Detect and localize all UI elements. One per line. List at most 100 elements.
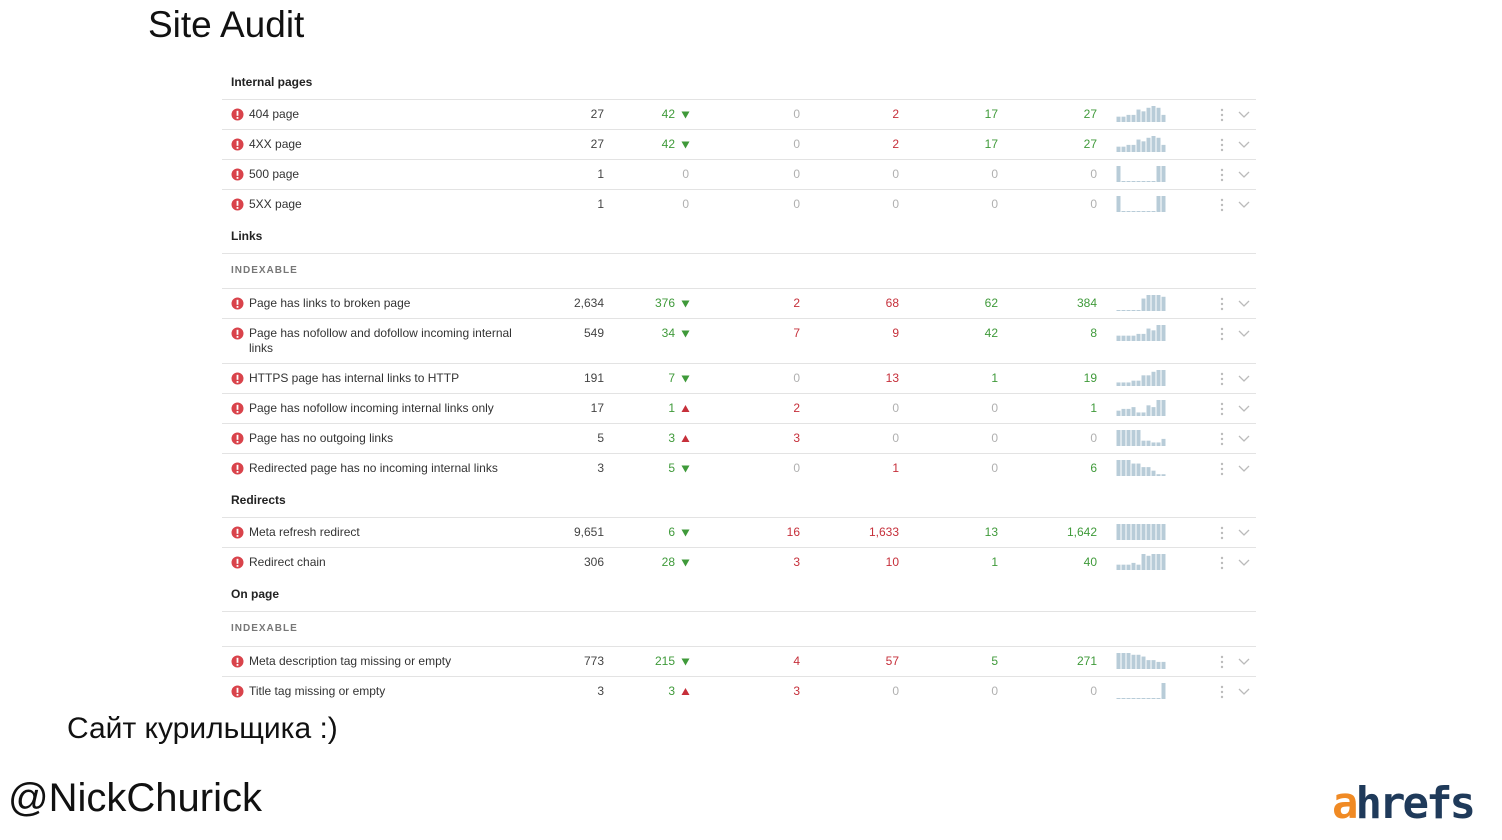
row-expand[interactable] xyxy=(1238,656,1250,666)
spark-bar xyxy=(1156,295,1161,311)
divider xyxy=(222,517,1256,518)
spark-bar xyxy=(1146,328,1151,341)
cell-value: 0 xyxy=(1090,167,1097,181)
spark-bar xyxy=(1156,400,1161,416)
spark-bar xyxy=(1121,430,1126,446)
spark-bar xyxy=(1121,460,1126,476)
trend-arrow xyxy=(681,141,690,149)
spark-bar xyxy=(1146,555,1151,570)
trend-arrow xyxy=(681,688,690,695)
error-bang xyxy=(236,170,239,176)
menu-dot xyxy=(1220,442,1224,446)
error-icon xyxy=(231,297,244,310)
spark-bar xyxy=(1146,211,1151,212)
row-expand[interactable] xyxy=(1238,557,1250,567)
cell-value: 13 xyxy=(984,525,998,539)
menu-dot xyxy=(1220,113,1224,117)
spark-bar xyxy=(1151,106,1156,122)
row-divider xyxy=(222,318,1256,319)
cell-value: 3 xyxy=(597,684,604,698)
row-expand[interactable] xyxy=(1238,403,1250,413)
error-icon xyxy=(231,402,244,415)
cell-value: 27 xyxy=(590,107,604,121)
row-divider xyxy=(222,676,1256,677)
menu-dot xyxy=(1220,467,1224,471)
row-expand[interactable] xyxy=(1238,199,1250,209)
menu-dot xyxy=(1220,462,1224,466)
cell-value: 19 xyxy=(1083,371,1097,385)
divider xyxy=(222,253,1256,254)
spark-bar xyxy=(1146,107,1151,122)
cell-value: 3 xyxy=(668,431,675,445)
subsection-heading: INDEXABLE xyxy=(231,265,298,276)
row-expand[interactable] xyxy=(1238,139,1250,149)
spark-bar xyxy=(1151,330,1156,341)
trend-arrow xyxy=(681,300,690,308)
spark-bar xyxy=(1126,430,1131,446)
row-expand[interactable] xyxy=(1238,373,1250,383)
row-expand[interactable] xyxy=(1238,686,1250,696)
spark-bar xyxy=(1146,467,1151,476)
row-expand[interactable] xyxy=(1238,463,1250,473)
row-expand[interactable] xyxy=(1238,169,1250,179)
cell-value: 27 xyxy=(590,137,604,151)
spark-bar xyxy=(1116,166,1121,182)
issue-label: Title tag missing or empty xyxy=(249,684,386,698)
trend-up xyxy=(681,405,690,412)
spark-bar xyxy=(1136,139,1141,152)
spark-bar xyxy=(1131,181,1136,182)
spark-bar xyxy=(1161,325,1166,341)
sparkline xyxy=(1116,653,1166,669)
spark-bar xyxy=(1146,660,1151,669)
spark-bar xyxy=(1146,137,1151,152)
cell-value: 1 xyxy=(991,371,998,385)
spark-bar xyxy=(1126,408,1131,416)
spark-bar xyxy=(1121,653,1126,669)
spark-bar xyxy=(1141,298,1146,311)
spark-bar xyxy=(1131,698,1136,699)
row-menu xyxy=(1220,556,1224,570)
spark-bar xyxy=(1116,698,1121,699)
spark-bar xyxy=(1121,211,1126,212)
cell-value: 191 xyxy=(583,371,604,385)
spark-bar xyxy=(1121,698,1126,699)
row-expand[interactable] xyxy=(1238,298,1250,308)
spark-bar xyxy=(1156,524,1161,540)
spark-bar xyxy=(1151,295,1156,311)
chevron xyxy=(1238,375,1250,382)
spark-bar xyxy=(1121,310,1126,311)
logo-rest: hrefs xyxy=(1355,778,1476,829)
issue-label: Page has no outgoing links xyxy=(249,431,394,445)
row-expand[interactable] xyxy=(1238,328,1250,338)
row-expand[interactable] xyxy=(1238,527,1250,537)
spark-bar xyxy=(1131,310,1136,311)
spark-bar xyxy=(1126,114,1131,122)
trend-down xyxy=(681,529,690,537)
error-dot xyxy=(236,565,239,567)
spark-bar xyxy=(1161,524,1166,540)
row-expand[interactable] xyxy=(1238,109,1250,119)
spark-bar xyxy=(1136,181,1141,182)
sparkline xyxy=(1116,136,1166,152)
row-expand[interactable] xyxy=(1238,433,1250,443)
cell-value: 7 xyxy=(793,326,800,340)
spark-bar xyxy=(1136,310,1141,311)
section-heading: Internal pages xyxy=(231,75,313,89)
spark-bar xyxy=(1146,698,1151,699)
menu-dot xyxy=(1220,660,1224,664)
spark-bar xyxy=(1146,440,1151,446)
row-divider xyxy=(222,189,1256,190)
row-divider xyxy=(222,393,1256,394)
spark-bar xyxy=(1126,335,1131,341)
spark-bar xyxy=(1141,211,1146,212)
subsection-heading: INDEXABLE xyxy=(231,623,298,634)
error-icon xyxy=(231,556,244,569)
spark-bar xyxy=(1116,460,1121,476)
chevron xyxy=(1238,171,1250,178)
error-icon xyxy=(231,432,244,445)
cell-value: 1 xyxy=(991,555,998,569)
spark-bar xyxy=(1141,412,1146,416)
cell-value: 27 xyxy=(1083,137,1097,151)
cell-value: 2 xyxy=(892,137,899,151)
cell-value: 1 xyxy=(597,167,604,181)
